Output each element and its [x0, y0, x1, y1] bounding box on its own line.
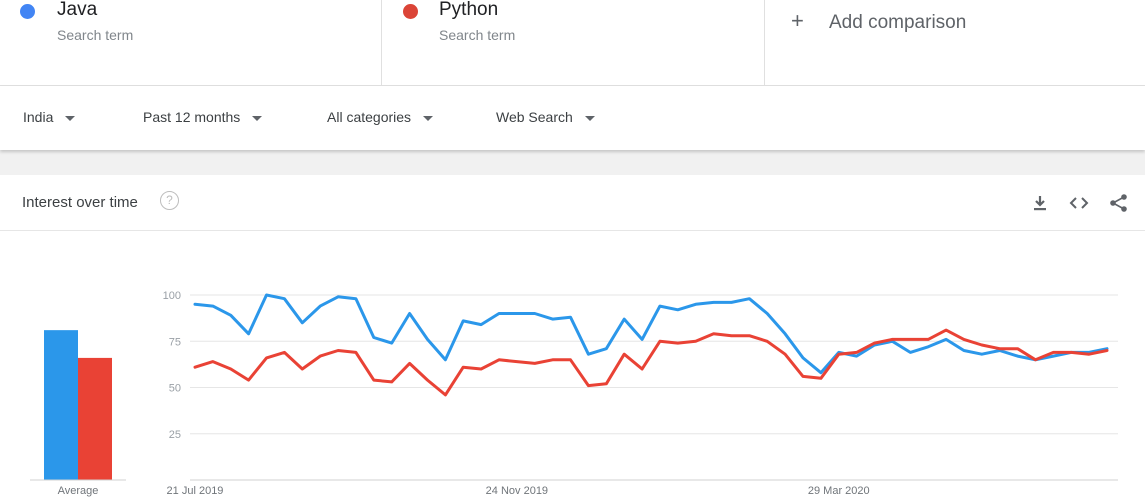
add-comparison-label: Add comparison — [829, 12, 967, 33]
card-header: Interest over time ? — [0, 175, 1145, 231]
category-dropdown[interactable]: All categories — [327, 109, 434, 125]
period-value: Past 12 months — [143, 109, 241, 125]
caret-down-icon — [584, 115, 595, 121]
caret-down-icon — [423, 115, 434, 121]
help-icon[interactable]: ? — [160, 191, 179, 210]
download-icon[interactable] — [1030, 193, 1050, 213]
y-tick-label: 100 — [163, 290, 181, 302]
term-python[interactable]: Python Search term — [382, 0, 765, 85]
interest-chart: 25 50 75 100 21 Jul 2019 24 Nov 2019 29 Mar 20… — [30, 290, 1118, 497]
caret-down-icon — [65, 115, 76, 121]
embed-code-icon[interactable] — [1069, 193, 1089, 213]
card-title: Interest over time — [22, 194, 138, 211]
y-tick-label: 25 — [169, 429, 181, 441]
term-type: Search term — [57, 27, 134, 43]
search-type-value: Web Search — [496, 109, 573, 125]
add-comparison-button[interactable]: + Add comparison — [765, 0, 1145, 85]
term-java[interactable]: Java Search term — [0, 0, 382, 85]
term-name: Java — [57, 0, 98, 20]
python-color-dot — [403, 4, 418, 19]
interest-over-time-card: Interest over time ? 25 50 75 100 21 Jul 201… — [0, 175, 1145, 504]
x-tick-label: 29 Mar 2020 — [808, 485, 870, 497]
series-line-java — [193, 293, 1109, 375]
x-tick-label: 21 Jul 2019 — [167, 485, 224, 497]
series-line-python — [193, 328, 1109, 397]
share-icon[interactable] — [1109, 193, 1129, 213]
average-label: Average — [58, 485, 99, 497]
term-name: Python — [439, 0, 499, 20]
region-value: India — [23, 109, 54, 125]
average-bar-python — [78, 357, 112, 480]
category-value: All categories — [327, 109, 412, 125]
search-type-dropdown[interactable]: Web Search — [496, 109, 595, 125]
caret-down-icon — [252, 115, 263, 121]
java-color-dot — [20, 4, 35, 19]
term-type: Search term — [439, 27, 516, 43]
y-tick-label: 50 — [169, 383, 181, 395]
y-tick-label: 75 — [169, 336, 181, 348]
region-dropdown[interactable]: India — [23, 109, 76, 125]
plus-icon: + — [791, 8, 804, 33]
comparison-terms-bar: Java Search term Python Search term + Ad… — [0, 0, 1145, 86]
x-tick-label: 24 Nov 2019 — [486, 485, 548, 497]
filters-bar: India Past 12 months All categories Web … — [0, 86, 1145, 150]
period-dropdown[interactable]: Past 12 months — [143, 109, 263, 125]
average-bar-java — [44, 330, 78, 480]
